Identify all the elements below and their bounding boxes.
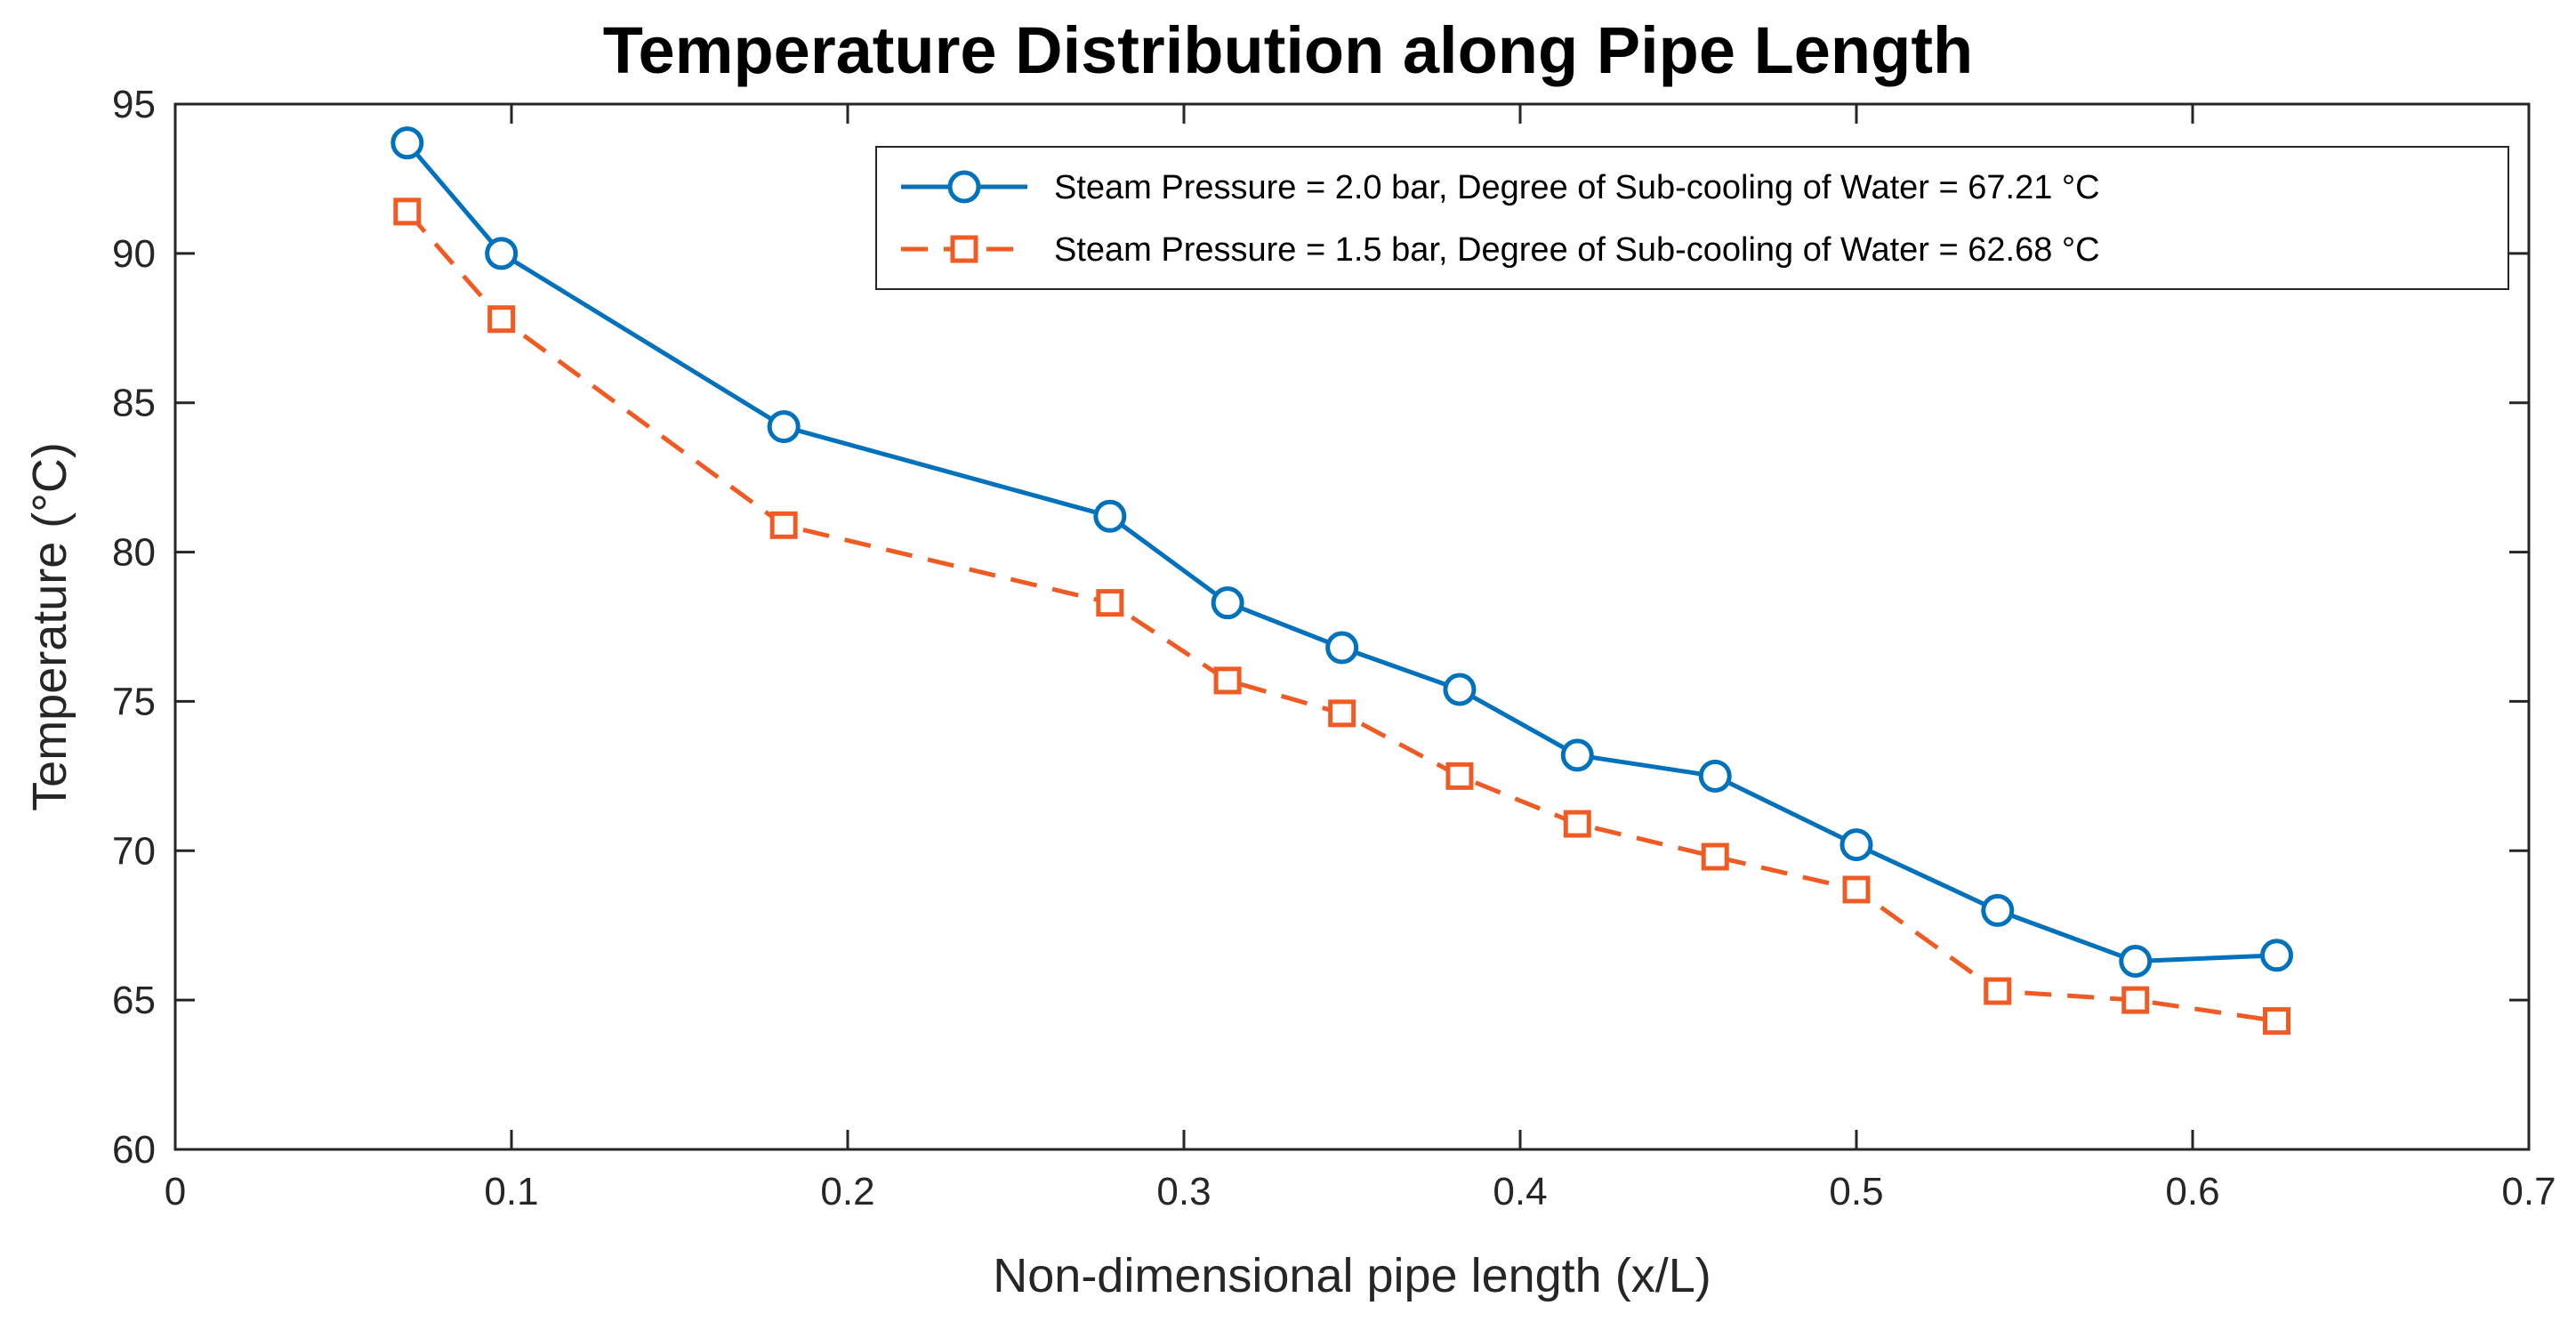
- legend-marker-1: [947, 170, 981, 204]
- legend-box: [875, 146, 2509, 290]
- plot-area: 0 0.1 0.2 0.3 0.4 0.5 0.6 0.7 60 65 70 75 80 85 90 95: [112, 83, 2556, 1213]
- series-1-point: [767, 410, 801, 444]
- y-tick-label: 60: [112, 1128, 156, 1172]
- series-2-point: [393, 197, 422, 226]
- series-1-point: [1211, 586, 1244, 620]
- x-axis-label: Non-dimensional pipe length (x/L): [993, 1249, 1711, 1302]
- legend-marker-2: [950, 235, 978, 263]
- series-2-point: [1701, 842, 1729, 871]
- series-2-point: [487, 305, 516, 334]
- series-2-point: [2121, 986, 2150, 1014]
- y-axis-label: Temperature (°C): [23, 442, 76, 811]
- series-1: [390, 126, 2293, 978]
- series-2: [393, 197, 2290, 1036]
- series-1-point: [485, 237, 519, 270]
- x-tick-label: 0.6: [2165, 1170, 2219, 1213]
- legend-label-1: Steam Pressure = 2.0 bar, Degree of Sub-…: [1054, 169, 2100, 206]
- y-tick-label: 80: [112, 531, 156, 575]
- y-tick-label: 90: [112, 232, 156, 276]
- x-tick-label: 0.3: [1156, 1170, 1211, 1213]
- series-2-point: [1096, 589, 1124, 617]
- chart-title: Temperature Distribution along Pipe Leng…: [603, 13, 1973, 87]
- y-tick-label: 70: [112, 829, 156, 873]
- series-2-point: [769, 511, 798, 539]
- y-tick-label: 95: [112, 83, 156, 126]
- x-tick-label: 0.1: [484, 1170, 538, 1213]
- y-tick-label: 85: [112, 382, 156, 425]
- series-1-point: [390, 126, 424, 160]
- y-tick-label: 75: [112, 680, 156, 723]
- series-1-point: [1698, 759, 1732, 793]
- series-2-point: [1984, 977, 2012, 1005]
- series-1-point: [1981, 893, 2015, 927]
- series-2-point: [1445, 762, 1474, 790]
- series-1-point: [2260, 939, 2293, 972]
- series-1-point: [1443, 673, 1477, 706]
- series-2-point: [1842, 875, 1871, 904]
- series-1-point: [1093, 499, 1127, 533]
- series-2-point: [1213, 666, 1242, 695]
- legend: Steam Pressure = 2.0 bar, Degree of Sub-…: [875, 146, 2509, 290]
- x-tick-label: 0.4: [1493, 1170, 1547, 1213]
- series-1-point: [1560, 738, 1594, 772]
- x-tick-label: 0.5: [1829, 1170, 1883, 1213]
- series-1-point: [2119, 945, 2153, 978]
- series-2-point: [1563, 810, 1591, 838]
- series-2-point: [1328, 699, 1356, 728]
- y-tick-label: 65: [112, 979, 156, 1022]
- x-tick-label: 0.2: [820, 1170, 874, 1213]
- x-tick-label: 0: [165, 1170, 186, 1213]
- legend-label-2: Steam Pressure = 1.5 bar, Degree of Sub-…: [1054, 231, 2100, 269]
- axes-box: [173, 102, 2531, 1151]
- series-1-point: [1839, 828, 1873, 862]
- series-2-point: [2263, 1007, 2290, 1036]
- x-tick-label: 0.7: [2501, 1170, 2556, 1213]
- series-1-point: [1325, 631, 1359, 665]
